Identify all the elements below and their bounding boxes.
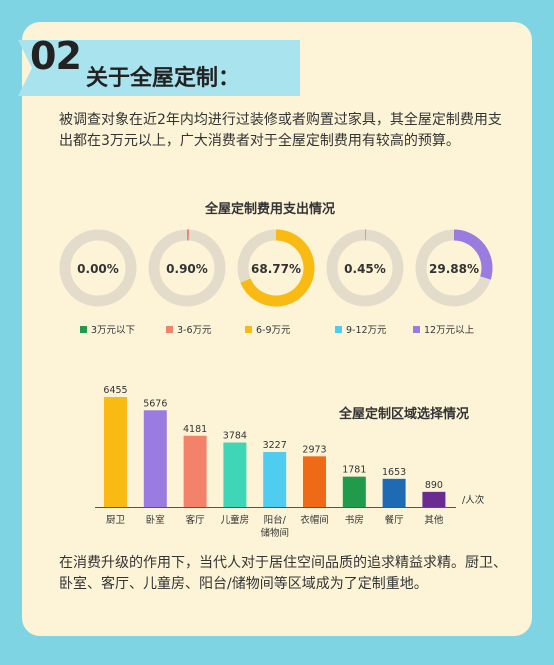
legend-label: 6-9万元 [256, 325, 291, 336]
bar-value-label: 6455 [103, 385, 127, 396]
bar-value-label: 1781 [342, 465, 366, 476]
bar [223, 442, 247, 507]
legend-swatch [413, 326, 420, 333]
section-title: 关于全屋定制： [86, 66, 241, 91]
legend-swatch [245, 326, 252, 333]
category-label: 餐厅 [385, 514, 405, 526]
bar-value-label: 1653 [382, 467, 406, 478]
donut-chart: 0.00% 0.90% 68.77% 0.45% 29.88% 3万元以下 3-6万元 6-9… [59, 229, 493, 336]
bar [303, 456, 326, 507]
category-label: 其他 [424, 514, 444, 526]
donut-slice [240, 229, 315, 307]
bar-value-label: 2973 [302, 444, 326, 455]
bar [422, 491, 446, 507]
bar [183, 435, 207, 507]
bar-chart: 6455 厨卫 5676 卧室 4181 客厅 3784 儿童房 3227 阳台/储物间 2973 衣… [95, 385, 485, 539]
category-label: 阳台/储物间 [260, 514, 289, 539]
category-label: 卧室 [146, 514, 165, 526]
legend-label: 12万元以上 [424, 325, 475, 336]
donut-value-label: 68.77% [251, 262, 301, 276]
donut-value-label: 0.00% [77, 262, 119, 276]
bar-value-label: 3784 [223, 431, 247, 442]
bar-value-label: 5676 [143, 398, 167, 409]
donut-value-label: 0.45% [344, 262, 386, 276]
donut-chart-title: 全屋定制费用支出情况 [205, 202, 336, 217]
donut-slice [453, 229, 493, 280]
section-number: 02 [30, 34, 82, 78]
header-ribbon [18, 40, 300, 96]
bar-chart-title: 全屋定制区域选择情况 [339, 407, 470, 422]
bar [382, 478, 406, 507]
category-label: 书房 [345, 514, 364, 526]
category-label: 衣帽间 [300, 514, 329, 526]
category-label: 客厅 [186, 514, 206, 526]
bar-value-label: 890 [425, 480, 443, 491]
legend-label: 9-12万元 [346, 325, 387, 336]
bar [143, 410, 167, 507]
bar [263, 452, 287, 507]
category-label: 厨卫 [106, 515, 126, 526]
donut-value-label: 29.88% [429, 262, 479, 276]
bar-value-label: 3227 [263, 440, 287, 451]
intro-paragraph: 被调查对象在近2年内均进行过装修或者购置过家具，其全屋定制费用支出都在3万元以上… [59, 112, 502, 149]
unit-label: /人次 [462, 494, 485, 506]
legend-label: 3-6万元 [177, 325, 212, 336]
bar-value-label: 4181 [183, 424, 207, 435]
bar [342, 476, 366, 507]
content-card [22, 22, 532, 636]
bar [104, 397, 127, 507]
legend-swatch [166, 326, 173, 333]
legend-swatch [335, 326, 342, 333]
legend-swatch [80, 326, 87, 333]
outro-paragraph: 在消费升级的作用下，当代人对于居住空间品质的追求精益求精。厨卫、卧室、客厅、儿童… [59, 555, 507, 592]
category-label: 儿童房 [221, 514, 250, 526]
donut-value-label: 0.90% [166, 262, 208, 276]
donut-track [59, 229, 137, 307]
legend-label: 3万元以下 [91, 325, 135, 336]
